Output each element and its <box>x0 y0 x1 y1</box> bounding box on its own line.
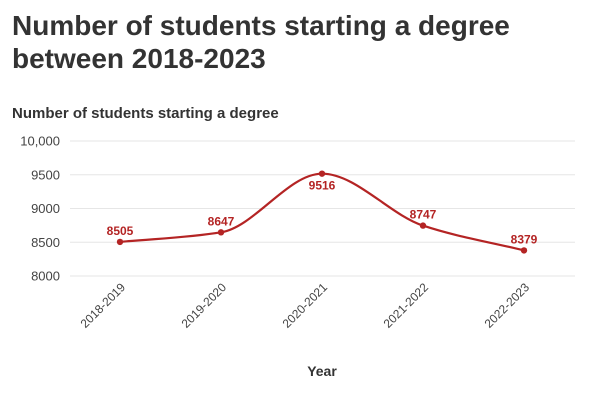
data-label: 9516 <box>309 179 336 193</box>
y-tick-label: 8000 <box>31 269 60 284</box>
x-tick-label: 2018-2019 <box>78 280 129 331</box>
data-point <box>217 229 225 236</box>
data-label: 8505 <box>107 224 134 238</box>
series-group <box>116 170 528 254</box>
x-axis-label: Year <box>307 363 337 379</box>
data-point <box>116 238 124 246</box>
y-tick-label: 9000 <box>31 201 60 216</box>
data-point <box>419 222 427 229</box>
data-point <box>318 170 326 177</box>
data-label: 8379 <box>511 232 538 246</box>
y-tick-label: 9500 <box>31 167 60 182</box>
x-tick-label: 2021-2022 <box>381 280 432 331</box>
x-axis: 2018-2019 2019-2020 2020-2021 2021-2022 2022… <box>78 280 533 331</box>
data-labels: 8505 8647 9516 8747 8379 <box>107 179 538 247</box>
x-tick-label: 2020-2021 <box>280 280 331 331</box>
y-tick-label: 10,000 <box>20 134 60 149</box>
data-label: 8747 <box>410 208 437 222</box>
data-point <box>520 247 528 254</box>
chart-title: Number of students starting a degree bet… <box>12 10 510 74</box>
y-tick-label: 8500 <box>31 235 60 250</box>
x-tick-label: 2019-2020 <box>179 280 230 331</box>
y-axis: 10,000 9500 9000 8500 8000 <box>20 134 60 284</box>
chart-subtitle: Number of students starting a degree <box>12 105 279 122</box>
data-label: 8647 <box>208 214 235 228</box>
x-tick-label: 2022-2023 <box>482 280 533 331</box>
gridlines <box>70 140 575 277</box>
